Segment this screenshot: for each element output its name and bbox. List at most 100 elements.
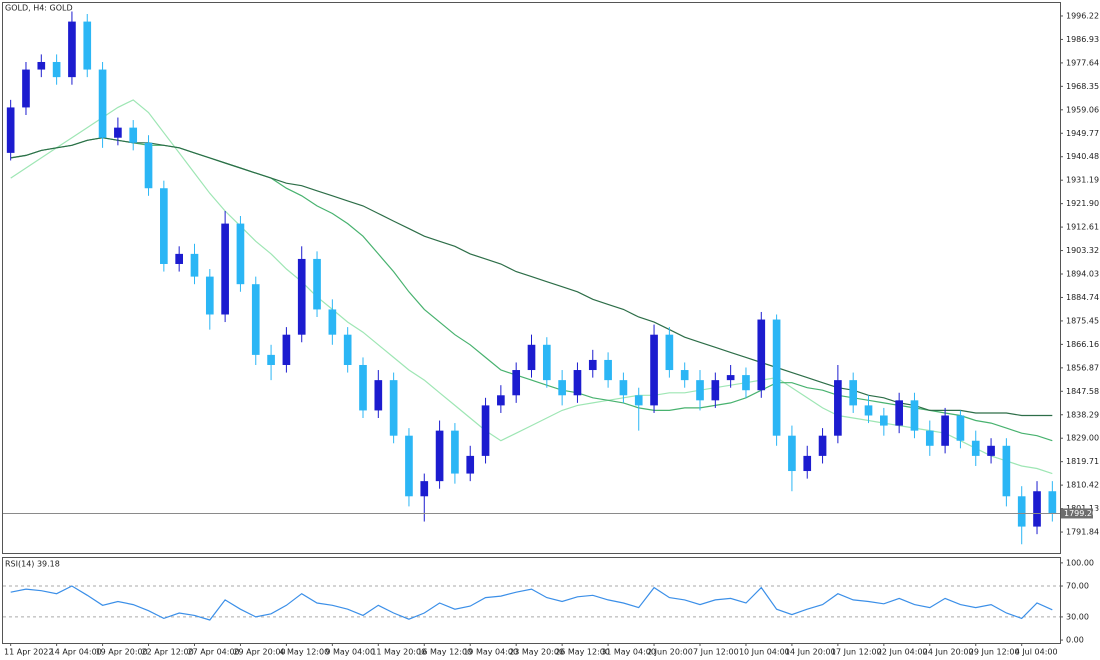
- candle-body: [757, 319, 766, 391]
- x-tick-label: 9 May 04:00: [325, 648, 375, 657]
- x-tick-label: 19 May 04:00: [463, 648, 518, 657]
- candle-body: [834, 380, 842, 436]
- candle-body: [282, 334, 291, 365]
- current-price-label: 1799.20: [1064, 509, 1097, 518]
- candle-body: [435, 430, 444, 482]
- y-tick-label: 1903.32: [1066, 246, 1099, 255]
- x-tick-label: 19 Apr 20:00: [96, 648, 148, 657]
- candle-body: [910, 400, 919, 431]
- current-price-box: [1061, 508, 1093, 519]
- candle-body: [129, 127, 138, 143]
- candle-body: [328, 309, 337, 335]
- candle-body: [573, 370, 582, 396]
- candle-body: [221, 223, 229, 315]
- candle-body: [588, 359, 597, 371]
- candle-body: [803, 455, 812, 472]
- candle-body: [788, 435, 796, 472]
- candle-body: [175, 253, 183, 264]
- y-tick-label: 1968.35: [1066, 82, 1099, 91]
- x-tick-label: 11 Apr 2022: [4, 648, 53, 657]
- candle-body: [297, 258, 306, 335]
- candle-body: [267, 354, 275, 365]
- candle-body: [83, 21, 92, 70]
- indicator-title: RSI(14) 39.18: [5, 560, 60, 569]
- candle-body: [451, 430, 459, 474]
- candle-body: [205, 276, 214, 315]
- candle-body: [1033, 491, 1041, 527]
- y-tick-label: 1931.19: [1066, 176, 1099, 185]
- x-tick-label: 29 Jun 12:00: [969, 648, 1020, 657]
- y-tick-label: 70.00: [1066, 582, 1089, 591]
- candle-body: [650, 334, 658, 406]
- candle-body: [987, 445, 995, 456]
- candle-body: [726, 375, 735, 381]
- candle-body: [160, 188, 168, 264]
- y-tick-label: 1791.84: [1066, 528, 1099, 537]
- candle-body: [114, 127, 122, 138]
- x-tick-label: 11 May 20:00: [371, 648, 426, 657]
- y-tick-label: 1949.77: [1066, 129, 1099, 138]
- candle-body: [405, 435, 413, 497]
- candle-body: [1017, 496, 1026, 527]
- y-tick-label: 1921.90: [1066, 199, 1099, 208]
- candle-body: [696, 380, 704, 401]
- x-tick-label: 17 Jun 12:00: [831, 648, 882, 657]
- line-series: [10, 585, 1053, 621]
- candle-body: [680, 370, 689, 381]
- x-tick-label: 22 Apr 12:00: [142, 648, 194, 657]
- candle-body: [374, 380, 383, 411]
- candle-body: [971, 440, 980, 456]
- rsi-panel-frame: [2, 557, 1061, 644]
- y-tick-label: 1847.58: [1066, 387, 1099, 396]
- line-series: [10, 137, 1053, 417]
- y-tick-label: 1875.45: [1066, 316, 1099, 325]
- y-tick-label: 1856.87: [1066, 363, 1099, 372]
- x-tick-label: 23 May 20:00: [509, 648, 564, 657]
- x-tick-label: 7 Jun 12:00: [693, 648, 739, 657]
- candle-body: [389, 380, 398, 436]
- candle-body: [466, 455, 475, 474]
- x-tick-label: 4 Jul 04:00: [1015, 648, 1058, 657]
- y-tick-label: 1829.00: [1066, 434, 1099, 443]
- candle-body: [665, 334, 674, 371]
- candle-body: [313, 258, 321, 310]
- y-tick-label: 1996.22: [1066, 11, 1099, 20]
- candle-body: [22, 69, 30, 108]
- candle-body: [512, 370, 521, 396]
- y-tick-label: 1894.03: [1066, 270, 1099, 279]
- candle-body: [6, 107, 15, 153]
- x-tick-label: 14 Jun 20:00: [785, 648, 836, 657]
- candle-body: [497, 395, 505, 406]
- y-tick-label: 1986.93: [1066, 35, 1099, 44]
- candle-body: [98, 69, 107, 138]
- x-tick-label: 24 Jun 20:00: [923, 648, 974, 657]
- candle-body: [343, 334, 352, 365]
- x-tick-label: 26 May 12:00: [555, 648, 610, 657]
- candle-body: [634, 395, 643, 406]
- candle-body: [420, 481, 429, 497]
- candle-body: [604, 359, 612, 381]
- candle-body: [359, 364, 367, 411]
- x-tick-label: 22 Jun 04:00: [877, 648, 928, 657]
- candle-body: [1002, 445, 1011, 497]
- candle-body: [880, 415, 888, 426]
- candle-body: [895, 400, 903, 426]
- price-panel-frame: [2, 2, 1061, 554]
- x-tick-label: 27 Apr 04:00: [187, 648, 239, 657]
- x-tick-label: 31 May 04:00: [601, 648, 656, 657]
- candle-body: [956, 415, 965, 441]
- x-tick-label: 16 May 12:00: [417, 648, 472, 657]
- candle-body: [558, 380, 566, 396]
- y-tick-label: 30.00: [1066, 612, 1089, 621]
- line-series: [10, 99, 1053, 475]
- candle-body: [619, 380, 628, 396]
- candle-body: [925, 430, 934, 446]
- y-tick-label: 1866.16: [1066, 340, 1099, 349]
- candle-body: [251, 284, 260, 355]
- candle-body: [1048, 491, 1057, 514]
- candle-body: [481, 405, 490, 456]
- y-tick-label: 1940.48: [1066, 152, 1099, 161]
- candle-body: [864, 405, 873, 416]
- y-tick-label: 1959.06: [1066, 105, 1099, 114]
